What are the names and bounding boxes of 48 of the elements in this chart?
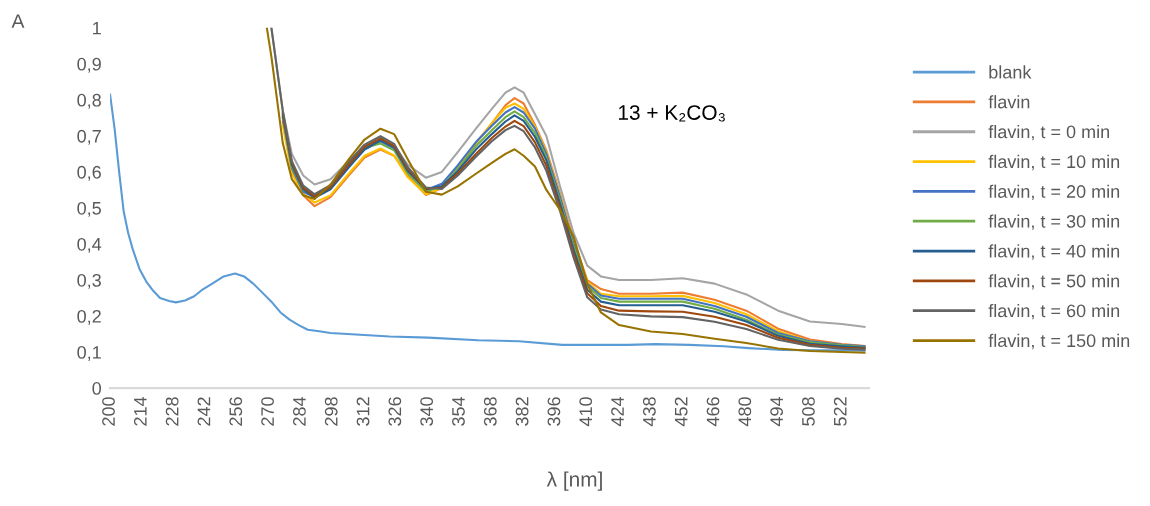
y-tick-label: 0,4 xyxy=(77,237,102,253)
x-tick-label: 354 xyxy=(452,396,465,426)
y-tick-label: 0,8 xyxy=(77,93,101,109)
y-tick-label: 0,1 xyxy=(77,346,101,361)
x-tick-label: 326 xyxy=(388,397,402,426)
x-tick-label: 214 xyxy=(133,396,147,426)
y-tick-label: 0,5 xyxy=(77,201,101,217)
x-tick-label: 200 xyxy=(102,397,115,426)
x-tick-label: 410 xyxy=(579,397,593,427)
y-axis-title: A xyxy=(11,14,25,28)
legend-label: flavin, t = 10 min xyxy=(988,154,1120,171)
x-tick-label: 452 xyxy=(674,397,688,427)
legend-label: flavin, t = 0 min xyxy=(988,124,1110,141)
y-tick-label: 1 xyxy=(93,21,101,35)
legend-label: flavin, t = 30 min xyxy=(988,214,1120,230)
x-tick-label: 494 xyxy=(770,396,783,427)
x-tick-label: 368 xyxy=(483,397,497,426)
x-tick-label: 284 xyxy=(293,396,306,426)
x-tick-label: 424 xyxy=(611,396,624,427)
x-axis-title: λ [nm] xyxy=(546,471,602,491)
y-tick-label: 0,7 xyxy=(77,129,101,145)
x-tick-label: 340 xyxy=(420,397,434,426)
legend-label: flavin, t = 150 min xyxy=(988,333,1130,350)
y-tick-label: 0,6 xyxy=(77,165,101,181)
x-tick-label: 466 xyxy=(706,397,720,427)
x-tick-label: 522 xyxy=(833,397,847,426)
x-tick-label: 242 xyxy=(197,397,211,426)
x-tick-label: 382 xyxy=(515,397,529,426)
y-tick-label: 0,3 xyxy=(77,273,101,289)
x-tick-label: 438 xyxy=(642,397,656,427)
x-tick-label: 480 xyxy=(738,397,752,427)
x-tick-label: 396 xyxy=(547,397,561,426)
legend-label: flavin, t = 50 min xyxy=(988,274,1120,290)
annotation: 13 + K₂CO₃ xyxy=(618,105,725,122)
x-tick-label: 256 xyxy=(229,397,243,426)
x-tick-label: 270 xyxy=(261,397,274,426)
legend-label: flavin, t = 60 min xyxy=(988,303,1120,320)
legend-label: flavin xyxy=(988,95,1030,109)
legend-label: flavin, t = 40 min xyxy=(988,244,1120,260)
y-tick-label: 0 xyxy=(92,382,102,395)
legend-label: blank xyxy=(989,65,1032,79)
y-tick-label: 0,2 xyxy=(77,309,101,325)
x-tick-label: 312 xyxy=(356,397,370,426)
legend-label: flavin, t = 20 min xyxy=(988,184,1120,201)
x-tick-label: 508 xyxy=(802,397,815,426)
x-tick-label: 228 xyxy=(165,397,179,426)
x-tick-label: 298 xyxy=(324,397,338,426)
y-tick-label: 0,9 xyxy=(77,57,101,73)
